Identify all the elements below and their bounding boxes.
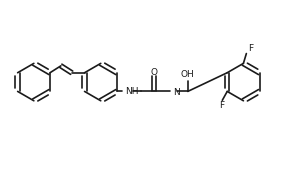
Text: NH: NH bbox=[125, 87, 138, 96]
Text: N: N bbox=[173, 88, 180, 97]
Text: O: O bbox=[151, 68, 158, 77]
Text: F: F bbox=[248, 44, 253, 53]
Text: OH: OH bbox=[181, 70, 195, 79]
Text: F: F bbox=[219, 101, 224, 110]
